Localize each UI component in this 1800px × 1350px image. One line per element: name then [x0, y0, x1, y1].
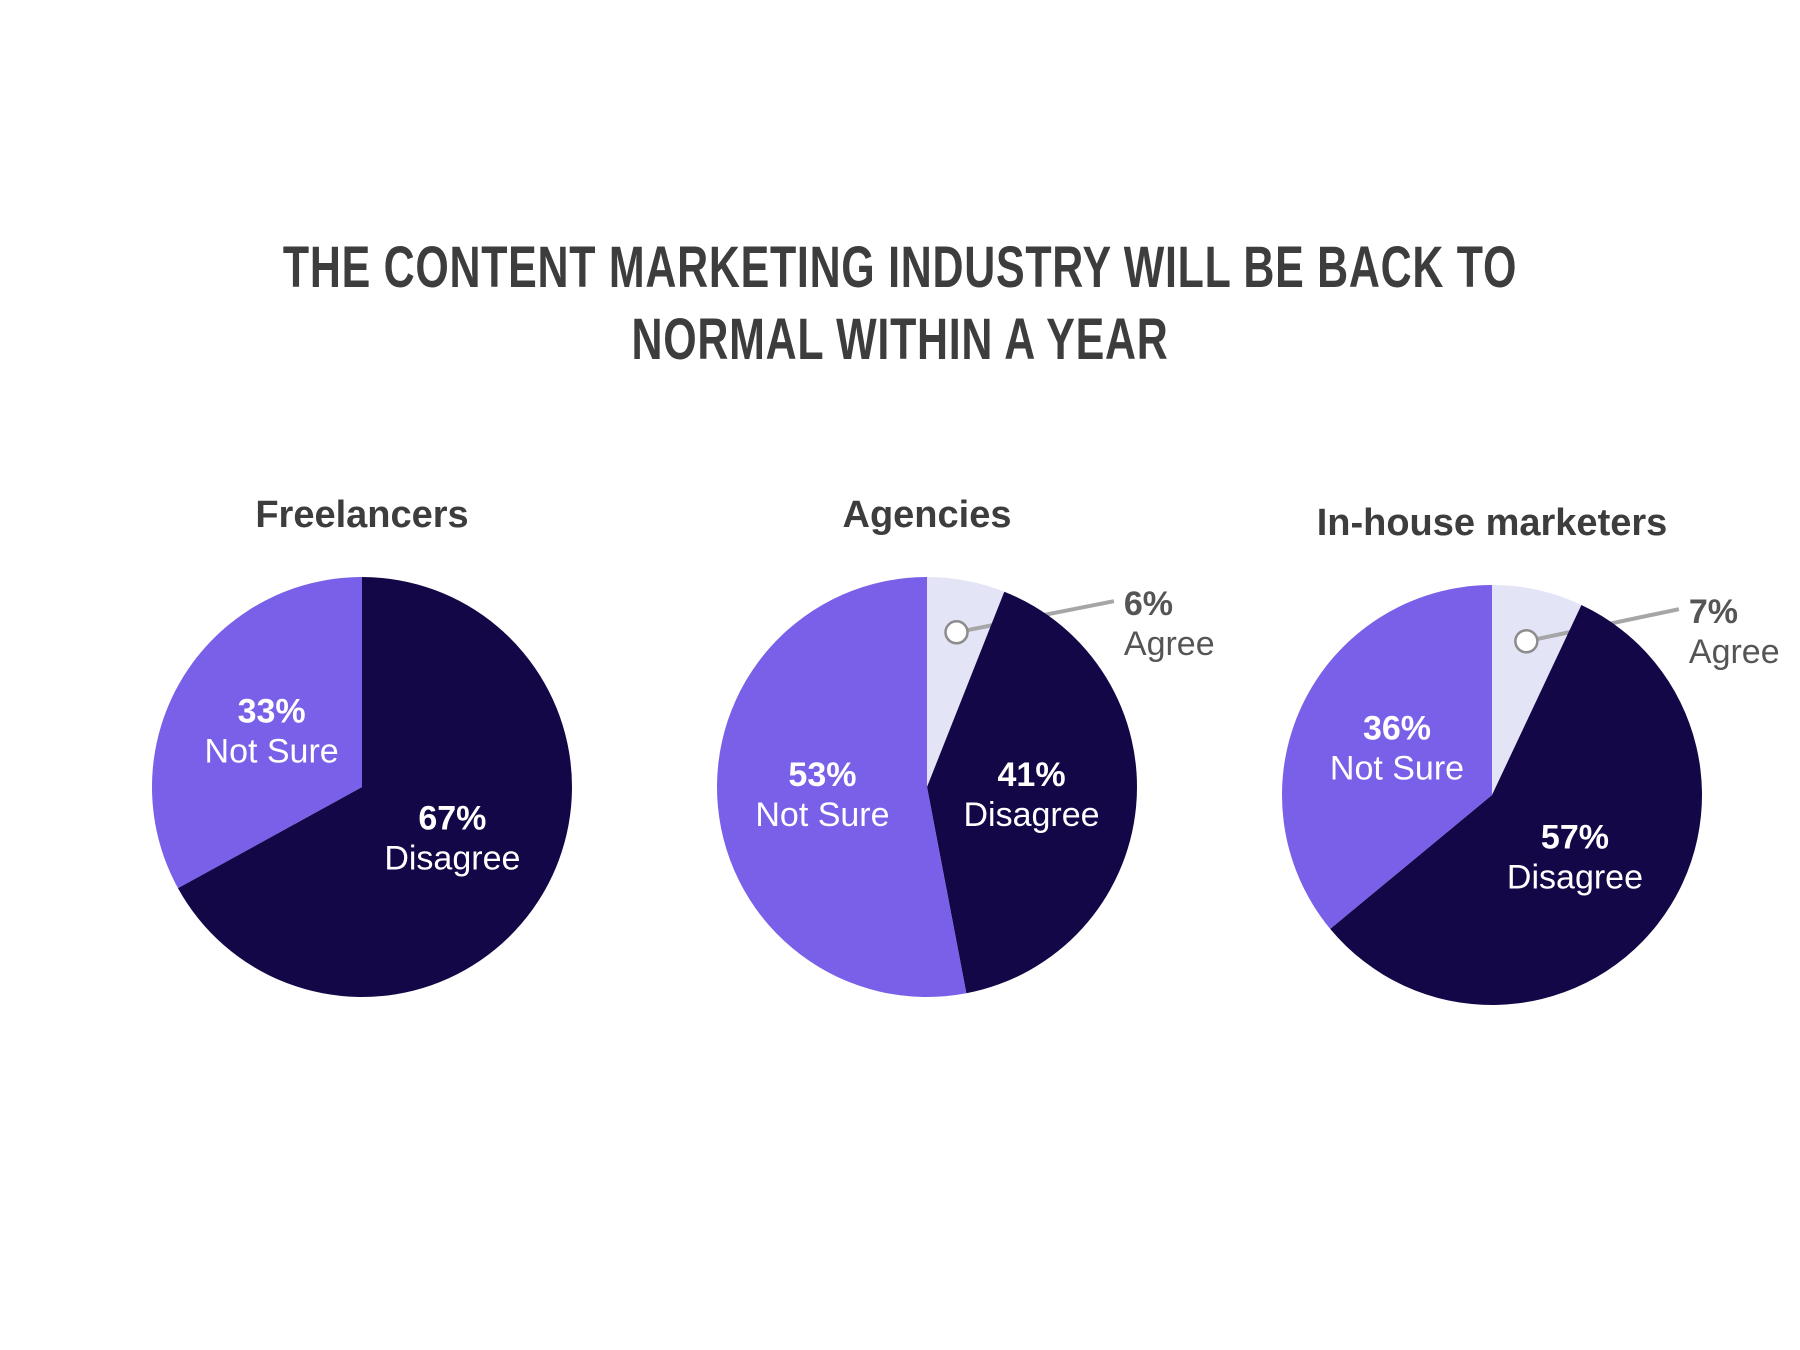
value-label: 33% [238, 693, 306, 731]
leader-dot [944, 620, 969, 645]
category-label: Not Sure [755, 796, 889, 834]
value-label: 36% [1363, 709, 1431, 747]
pie-title: Freelancers [255, 494, 468, 536]
value-label: 6% [1124, 585, 1173, 623]
value-label: 53% [788, 756, 856, 794]
category-label: Not Sure [1330, 749, 1464, 787]
pie-slice [1492, 585, 1582, 795]
pie-slice [177, 577, 573, 997]
leader-dot [1514, 629, 1539, 654]
value-label: 67% [418, 799, 486, 837]
category-label: Disagree [963, 796, 1099, 834]
pie-slice [1330, 604, 1703, 1006]
pie-slice [927, 591, 1138, 994]
category-label: Disagree [1507, 858, 1643, 896]
title-box: THE CONTENT MARKETING INDUSTRY WILL BE B… [0, 232, 1800, 376]
category-label: Agree [1124, 625, 1215, 663]
pie-slice [1281, 585, 1492, 929]
category-label: Not Sure [205, 733, 339, 771]
pie-title: In-house marketers [1317, 502, 1668, 544]
value-label: 7% [1689, 593, 1738, 631]
pie-slice [151, 577, 362, 889]
pie-slice [717, 577, 967, 997]
category-label: Agree [1689, 633, 1780, 671]
pie-title: Agencies [843, 494, 1012, 536]
value-label: 41% [998, 756, 1066, 794]
category-label: Disagree [384, 839, 520, 877]
value-label: 57% [1541, 818, 1609, 856]
chart-title: THE CONTENT MARKETING INDUSTRY WILL BE B… [282, 235, 1518, 372]
